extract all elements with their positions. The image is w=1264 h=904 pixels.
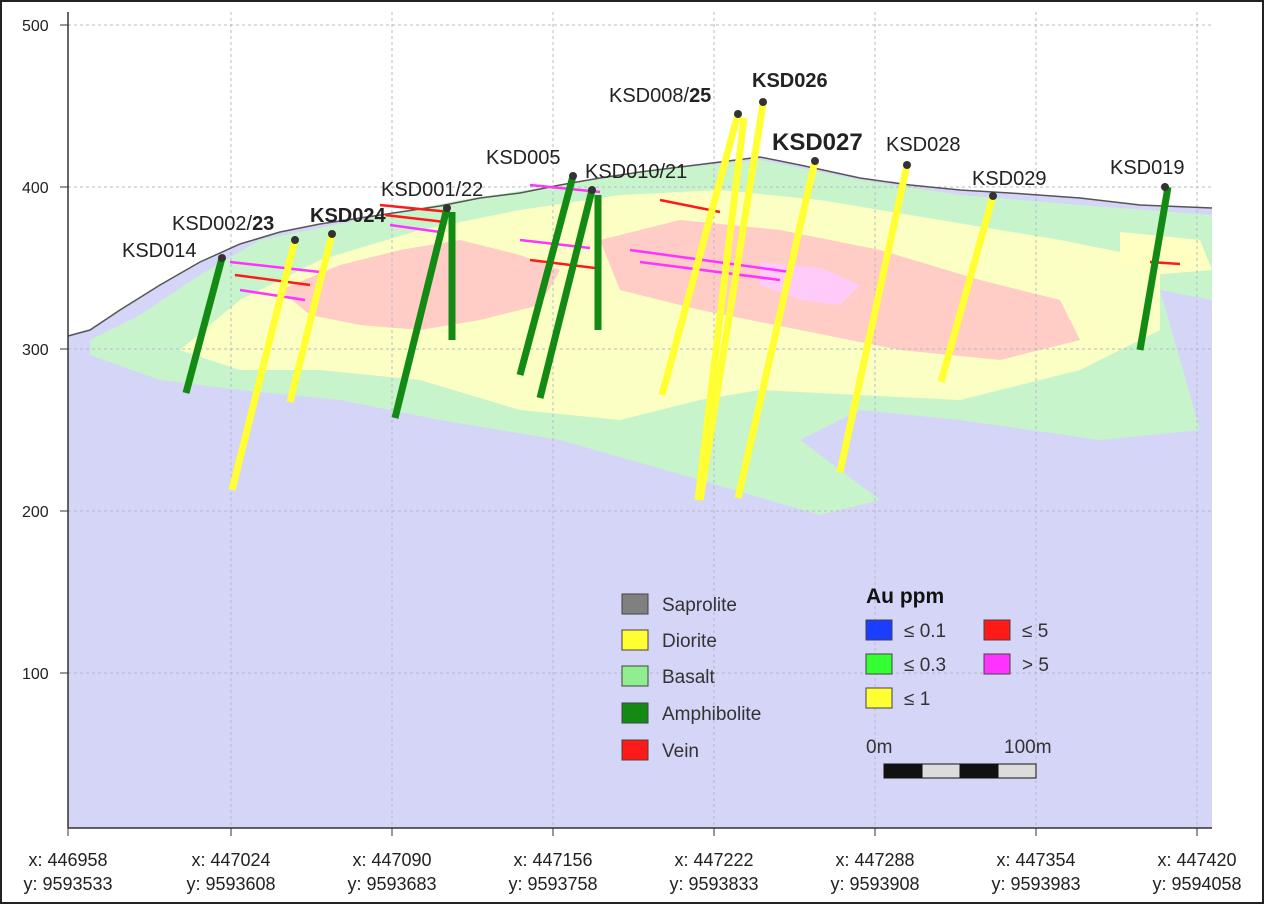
grade-label-1: ≤ 0.3 <box>904 655 946 676</box>
x-tick-1-x: x: 447024 <box>191 850 270 870</box>
grade-label-4: > 5 <box>1022 655 1049 676</box>
x-tick-2-y: y: 9593683 <box>347 874 436 894</box>
scale-label-end: 100m <box>1004 737 1052 758</box>
hole-label-ksd024: KSD024 <box>310 205 386 227</box>
trace-ksd014 <box>182 257 226 394</box>
grade-legend-title: Au ppm <box>866 585 944 608</box>
y-tick-100: 100 <box>22 666 49 683</box>
litho-swatch-basalt <box>621 665 649 687</box>
trace-ksd027 <box>734 160 819 499</box>
trace-ksd005 <box>516 175 577 376</box>
trace-ksd026 <box>696 103 767 501</box>
x-tick-7-x: x: 447420 <box>1157 850 1236 870</box>
x-tick-6-x: x: 447354 <box>996 850 1075 870</box>
x-tick-4-y: y: 9593833 <box>669 874 758 894</box>
x-ticks: x: 446958 y: 9593533 x: 447024 y: 959360… <box>23 828 1242 894</box>
litho-swatch-saprolite <box>621 593 649 615</box>
litho-swatch-vein <box>621 739 649 761</box>
x-tick-3-y: y: 9593758 <box>508 874 597 894</box>
x-tick-4-x: x: 447222 <box>674 850 753 870</box>
litho-label-diorite: Diorite <box>662 631 717 652</box>
y-ticks: 500 400 300 200 100 <box>22 18 68 683</box>
hole-label-ksd002: KSD002/23 <box>172 213 274 235</box>
scale-seg-3 <box>959 763 999 779</box>
grade-label-0: ≤ 0.1 <box>904 621 946 642</box>
scale-seg-1 <box>883 763 923 779</box>
x-tick-7-y: y: 9594058 <box>1152 874 1241 894</box>
x-tick-1-y: y: 9593608 <box>186 874 275 894</box>
hole-label-ksd010: KSD010/21 <box>585 161 687 183</box>
grade-legend: Au ppm ≤ 0.1 ≤ 0.3 ≤ 1 ≤ 5 > 5 <box>865 585 1049 710</box>
collars <box>218 98 1169 262</box>
lithology-legend: Saprolite Diorite Basalt Amphibolite Vei… <box>621 593 761 762</box>
grade-swatch-3 <box>983 619 1011 641</box>
topography-line <box>67 156 1213 337</box>
y-tick-200: 200 <box>22 504 49 521</box>
trace-ksd008 <box>658 113 742 396</box>
grade-swatch-0 <box>865 619 893 641</box>
x-tick-2-x: x: 447090 <box>352 850 431 870</box>
x-tick-3-x: x: 447156 <box>513 850 592 870</box>
y-tick-400: 400 <box>22 180 49 197</box>
x-tick-5-y: y: 9593908 <box>830 874 919 894</box>
hole-label-ksd014: KSD014 <box>122 240 197 262</box>
grade-swatch-4 <box>983 653 1011 675</box>
litho-label-saprolite: Saprolite <box>662 595 737 616</box>
trace-ksd025 <box>694 117 748 501</box>
drill-holes <box>182 98 1172 501</box>
trace-ksd029 <box>937 195 997 383</box>
grade-label-2: ≤ 1 <box>904 689 930 710</box>
shell-east <box>1120 232 1212 275</box>
scale-seg-2 <box>921 763 961 779</box>
litho-swatch-amphibolite <box>621 702 649 724</box>
grade-swatch-1 <box>865 653 893 675</box>
litho-label-basalt: Basalt <box>662 667 716 688</box>
grade-label-3: ≤ 5 <box>1022 621 1048 642</box>
hole-label-ksd027: KSD027 <box>772 129 863 156</box>
trace-ksd002 <box>228 239 299 491</box>
x-tick-6-y: y: 9593983 <box>991 874 1080 894</box>
sky-area <box>68 12 1212 336</box>
x-tick-0-y: y: 9593533 <box>23 874 112 894</box>
litho-swatch-diorite <box>621 629 649 651</box>
trace-ksd028 <box>836 164 911 473</box>
scale-seg-4 <box>997 763 1037 779</box>
litho-label-amphibolite: Amphibolite <box>662 704 761 725</box>
scale-bar: 0m 100m <box>866 737 1052 779</box>
trace-ksd010 <box>536 189 596 399</box>
trace-ksd019 <box>1136 186 1172 351</box>
x-tick-0-x: x: 446958 <box>28 850 107 870</box>
scale-label-start: 0m <box>866 737 892 758</box>
hole-label-ksd029: KSD029 <box>972 168 1047 190</box>
shell-high-1 <box>280 240 560 330</box>
hole-label-ksd026: KSD026 <box>752 70 828 92</box>
y-tick-500: 500 <box>22 18 49 35</box>
hole-label-ksd019: KSD019 <box>1110 157 1185 179</box>
hole-label-ksd008: KSD008/25 <box>609 85 711 107</box>
litho-label-vein: Vein <box>662 741 699 762</box>
trace-ksd024 <box>286 233 336 403</box>
hole-label-ksd001: KSD001/22 <box>381 179 483 201</box>
hole-label-ksd028: KSD028 <box>886 134 961 156</box>
hole-label-ksd005: KSD005 <box>486 147 561 169</box>
x-tick-5-x: x: 447288 <box>835 850 914 870</box>
trace-ksd001 <box>391 207 451 419</box>
y-tick-300: 300 <box>22 342 49 359</box>
hole-labels: KSD014 KSD002/23 KSD024 KSD001/22 KSD005… <box>122 70 1185 262</box>
grade-swatch-2 <box>865 687 893 709</box>
